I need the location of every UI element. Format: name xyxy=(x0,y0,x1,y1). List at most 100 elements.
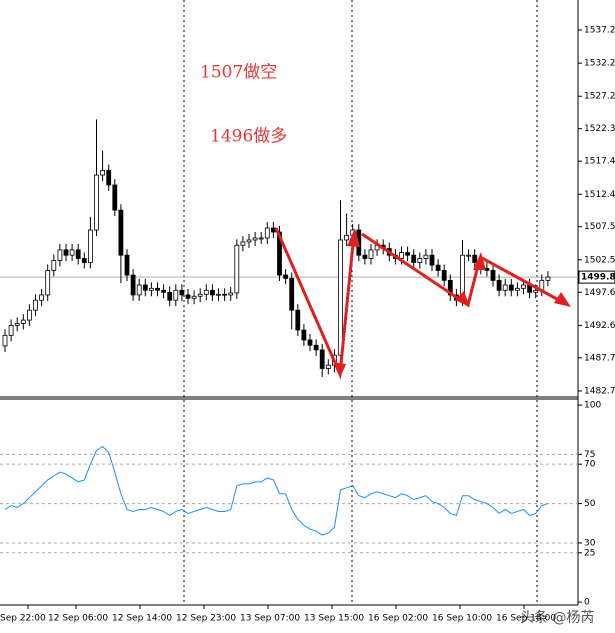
y-tick-label: 1537.20 xyxy=(584,26,615,36)
candle-body xyxy=(515,287,520,291)
y-tick-label: 75 xyxy=(584,450,595,460)
candle-body xyxy=(502,284,508,291)
candle-body xyxy=(429,254,435,266)
candle-body xyxy=(179,289,185,296)
y-tick-label: 0 xyxy=(584,598,590,608)
candle-body xyxy=(277,231,282,276)
y-tick-label: 1492.60 xyxy=(584,321,615,331)
candle-body xyxy=(130,274,136,296)
candle-body xyxy=(423,254,429,259)
candle-body xyxy=(435,264,441,271)
price-box xyxy=(578,270,615,284)
candle-body xyxy=(148,287,154,291)
candle-body xyxy=(289,277,295,311)
candle-body xyxy=(191,295,197,299)
y-tick-label: 1497.60 xyxy=(584,288,615,298)
candle-body xyxy=(264,227,270,239)
candle-body xyxy=(20,319,26,324)
candle-body xyxy=(118,209,124,256)
candle-body xyxy=(94,174,99,231)
y-tick-label: 50 xyxy=(584,499,596,509)
arrow-head xyxy=(347,228,360,247)
price-label: 1499.89 xyxy=(581,273,615,283)
candle-body xyxy=(240,241,246,246)
candle-body xyxy=(368,249,374,259)
candle-body xyxy=(399,252,404,259)
y-tick-label: 1482.70 xyxy=(584,386,615,396)
y-tick-label: 100 xyxy=(584,401,601,411)
candle-body xyxy=(173,289,179,301)
candle-body xyxy=(228,292,234,296)
candle-body xyxy=(45,270,51,296)
candle-body xyxy=(26,309,32,321)
y-tick-label: 1517.40 xyxy=(584,157,615,167)
y-tick-label: 1487.70 xyxy=(584,353,615,363)
candle-body xyxy=(252,237,258,241)
y-tick-label: 1502.50 xyxy=(584,255,615,265)
y-tick-label: 1532.20 xyxy=(584,59,615,69)
x-tick-label: 16 Sep 02:00 xyxy=(368,614,428,624)
annotation: 1507做空 xyxy=(200,63,277,83)
candle-body xyxy=(344,234,350,241)
candle-body xyxy=(51,260,57,271)
x-tick-label: 13 Sep 07:00 xyxy=(240,614,300,624)
trend-arrows xyxy=(274,227,571,380)
candle-body xyxy=(209,289,215,296)
candle-body xyxy=(100,170,105,176)
x-tick-label: 12 Sep 06:00 xyxy=(48,614,108,624)
candle-body xyxy=(472,254,478,263)
candle-body xyxy=(319,349,325,369)
candle-body xyxy=(106,170,112,186)
candle-body xyxy=(8,325,14,336)
candle-body xyxy=(216,293,221,296)
x-tick-label: 12 Sep 14:00 xyxy=(112,614,172,624)
candle-body xyxy=(301,329,307,341)
candle-body xyxy=(417,258,423,263)
candle-body xyxy=(246,239,252,243)
candle-body xyxy=(508,284,514,291)
arrow-head xyxy=(554,292,571,307)
x-tick-label: 13 Sep 15:00 xyxy=(304,614,364,624)
y-tick-label: 25 xyxy=(584,548,595,558)
day-separators xyxy=(183,0,538,605)
candle-body xyxy=(2,334,8,347)
candle-body xyxy=(57,249,63,261)
candle-body xyxy=(161,289,167,293)
candle-body xyxy=(197,293,203,297)
candle-body xyxy=(88,229,93,263)
candle-body xyxy=(167,291,173,301)
x-tick-label: 12 Sep 23:00 xyxy=(176,614,236,624)
y-tick-label: 1512.40 xyxy=(584,190,615,200)
candle-body xyxy=(338,239,343,356)
arrow xyxy=(481,256,567,306)
oscillator-line xyxy=(4,445,549,536)
candle-body xyxy=(112,184,118,211)
x-tick-label: 16 Sep 10:00 xyxy=(432,614,492,624)
annotation: 1496做多 xyxy=(210,127,287,147)
candle-body xyxy=(63,249,69,256)
candle-body xyxy=(222,293,228,296)
candle-body xyxy=(69,249,75,256)
candle-body xyxy=(307,339,313,346)
candle-body xyxy=(441,270,447,281)
candle-body xyxy=(313,344,319,351)
candle-body xyxy=(533,289,539,293)
candle-body xyxy=(203,289,209,295)
candle-body xyxy=(490,270,496,281)
candle-body xyxy=(295,309,301,331)
candle-body xyxy=(521,284,526,289)
candle-body xyxy=(142,284,148,291)
candle-body xyxy=(283,274,289,279)
candle-body xyxy=(185,294,191,299)
candle-body xyxy=(258,237,264,240)
candle-body xyxy=(155,287,160,291)
y-tick-label: 1507.50 xyxy=(584,222,615,232)
candle-body xyxy=(466,254,472,257)
y-tick-label: 70 xyxy=(584,460,596,470)
candle-body xyxy=(124,254,130,276)
candle-body xyxy=(136,284,142,296)
y-tick-label: 1522.30 xyxy=(584,124,615,134)
y-tick-label: 1527.20 xyxy=(584,92,615,102)
